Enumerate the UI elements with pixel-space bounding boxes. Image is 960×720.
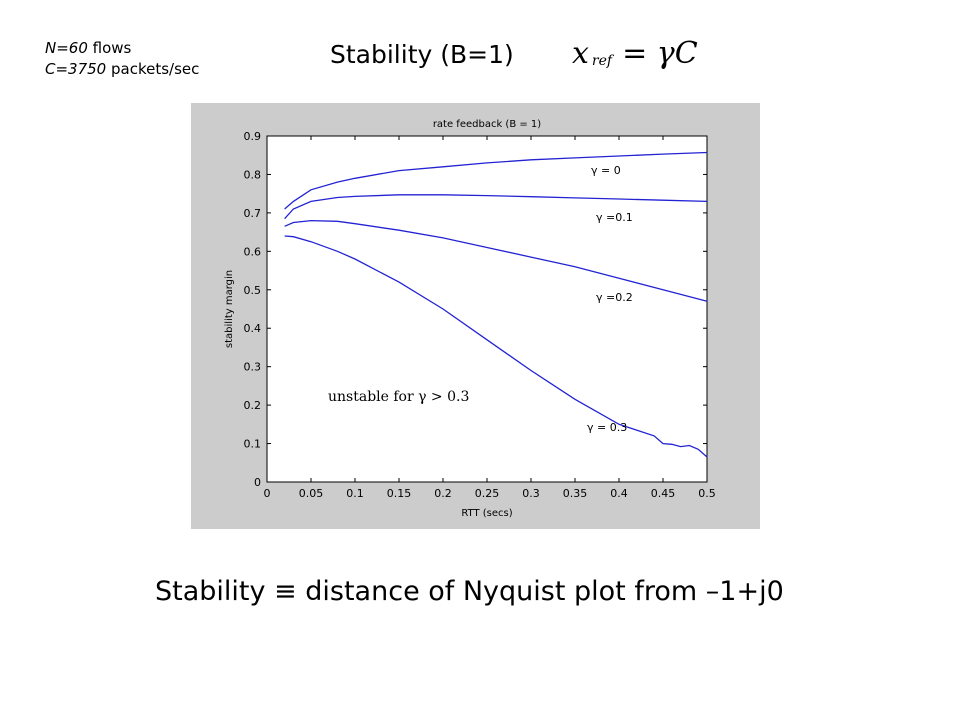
x-tick-label: 0.1	[346, 487, 364, 500]
flow-count-symbol: N=60	[45, 39, 88, 57]
x-tick-label: 0.45	[651, 487, 676, 500]
series-line-gamma-0.3	[284, 235, 708, 458]
x-tick-label: 0.4	[610, 487, 628, 500]
formula-lhs: x	[572, 36, 589, 71]
capacity-symbol: C=3750	[45, 60, 107, 78]
y-tick-label: 0.4	[244, 322, 262, 335]
curve-label-gamma-0.1: γ =0.1	[596, 211, 633, 224]
unstable-annotation: unstable for γ > 0.3	[328, 389, 469, 405]
curve-label-gamma-0.3: γ = 0.3	[587, 421, 627, 434]
plot-area	[266, 135, 708, 483]
y-tick-label: 0.6	[244, 245, 262, 258]
x-tick-label: 0.35	[563, 487, 588, 500]
formula-subscript: ref	[591, 53, 613, 69]
x-axis-label: RTT (secs)	[461, 508, 512, 519]
flow-count-unit: flows	[87, 39, 132, 57]
formula-rhs: = γC	[622, 36, 698, 71]
y-axis-label: stability margin	[224, 270, 235, 348]
y-tick-label: 0.8	[244, 168, 262, 181]
x-tick-label: 0.2	[434, 487, 452, 500]
y-tick-label: 0.2	[244, 399, 262, 412]
stability-definition: Stability ≡ distance of Nyquist plot fro…	[155, 576, 784, 607]
series-layer	[284, 151, 708, 458]
y-tick-label: 0.3	[244, 361, 262, 374]
curve-label-gamma-0.2: γ =0.2	[596, 291, 633, 304]
x-tick-label: 0.05	[299, 487, 324, 500]
x-tick-label: 0.3	[522, 487, 540, 500]
slide-title: Stability (B=1)	[330, 40, 514, 69]
series-line-gamma-0	[284, 151, 708, 210]
reference-rate-formula: x ref = γC	[572, 36, 698, 71]
network-parameters: N=60 flows C=3750 packets/sec	[45, 38, 199, 80]
tick-layer: 0 0.05 0.1 0.15 0.2 0.25 0.3 0.35 0.4 0.45 0.5 0 0.1…	[244, 130, 716, 500]
capacity-line: C=3750 packets/sec	[45, 59, 199, 80]
y-tick-label: 0.1	[244, 438, 262, 451]
flow-count-line: N=60 flows	[45, 38, 199, 59]
x-tick-label: 0.15	[387, 487, 412, 500]
chart-title: rate feedback (B = 1)	[433, 119, 541, 130]
y-tick-label: 0.9	[244, 130, 262, 143]
series-line-gamma-0.2	[284, 219, 708, 302]
matlab-figure: 0 0.05 0.1 0.15 0.2 0.25 0.3 0.35 0.4 0.45 0.5 0 0.1…	[191, 103, 760, 529]
y-tick-label: 0.7	[244, 207, 262, 220]
y-tick-label: 0.5	[244, 284, 262, 297]
stability-margin-chart: 0 0.05 0.1 0.15 0.2 0.25 0.3 0.35 0.4 0.45 0.5 0 0.1…	[224, 119, 716, 519]
y-tick-label: 0	[254, 476, 261, 489]
series-line-gamma-0.1	[284, 194, 708, 220]
capacity-unit: packets/sec	[106, 60, 200, 78]
x-tick-label: 0.25	[475, 487, 500, 500]
x-tick-label: 0.5	[698, 487, 716, 500]
curve-label-gamma-0: γ = 0	[591, 164, 621, 177]
x-tick-label: 0	[264, 487, 271, 500]
